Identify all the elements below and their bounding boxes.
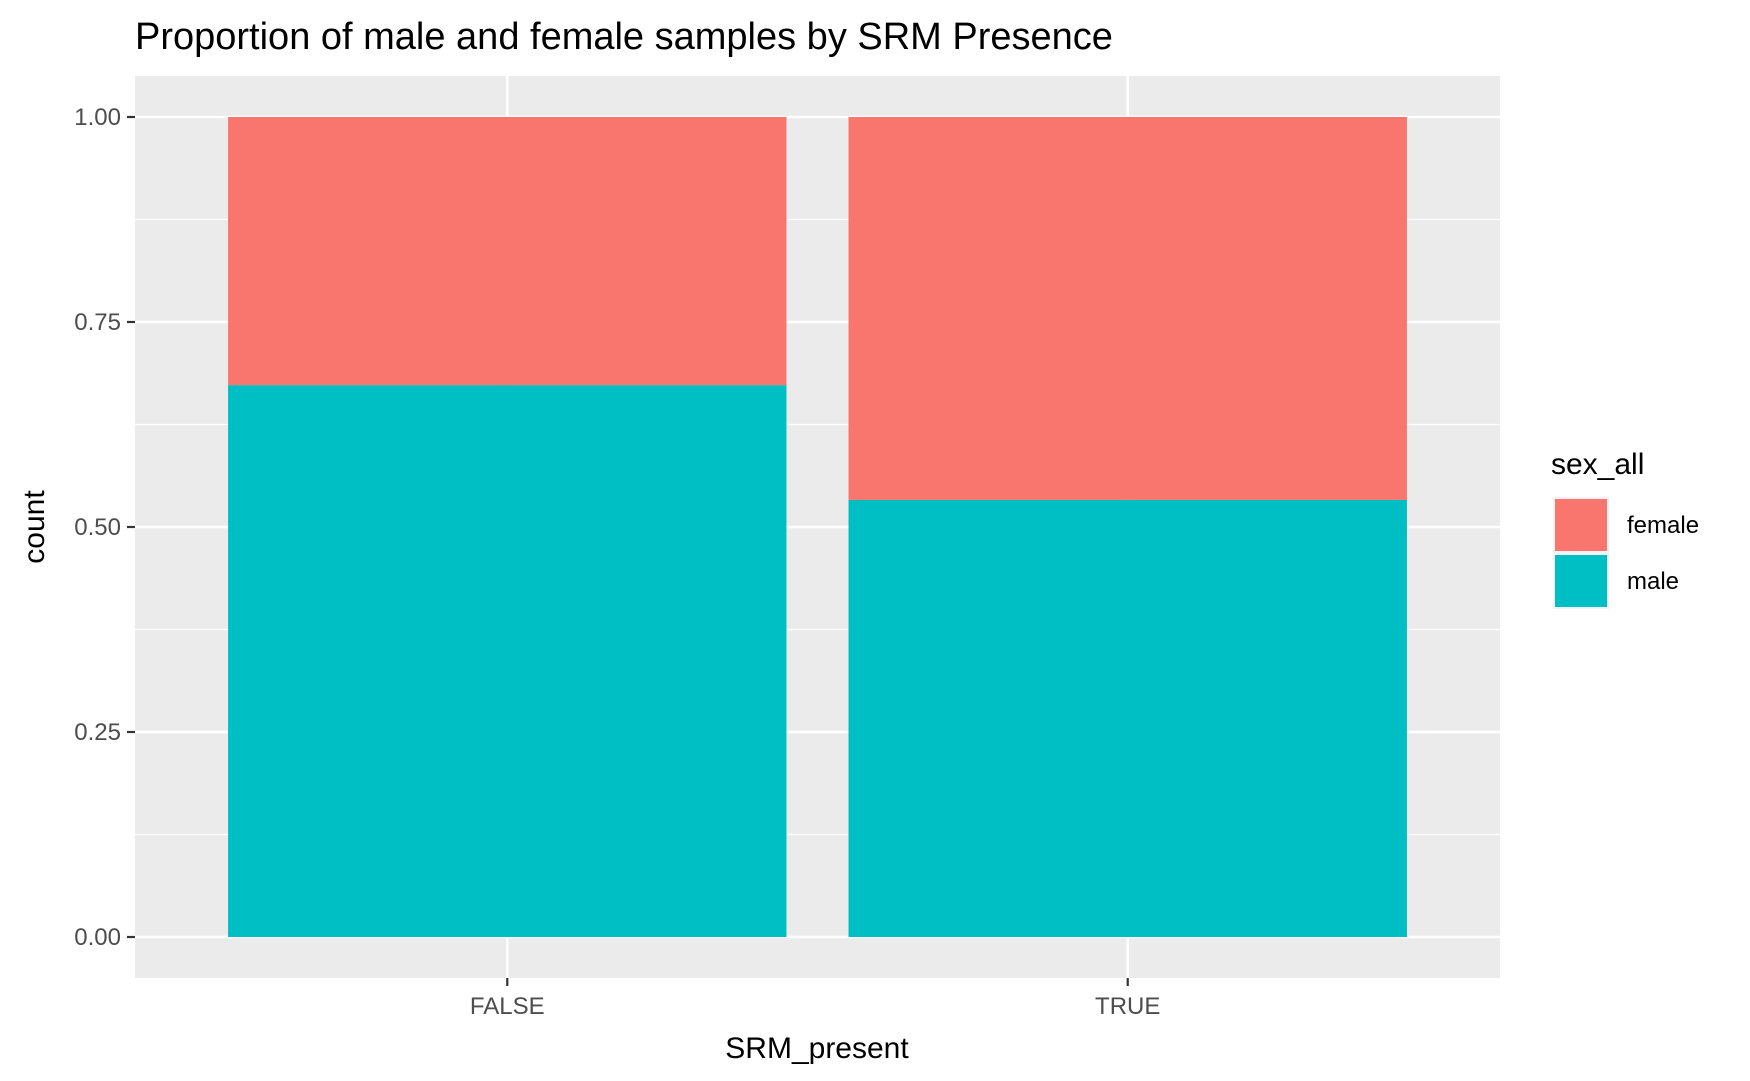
legend-label-male: male [1627,568,1679,595]
x-axis-title: SRM_present [725,1032,909,1065]
x-tick-label: FALSE [470,993,545,1020]
bar-male-false [228,385,787,937]
y-tick-label: 0.25 [74,719,121,746]
chart-title: Proportion of male and female samples by… [135,16,1113,58]
y-tick-label: 0.75 [74,309,121,336]
y-tick-label: 1.00 [74,104,121,131]
legend-label-female: female [1627,512,1699,539]
y-axis-title: count [18,490,51,564]
bar-male-true [848,499,1407,937]
bar-female-false [228,117,787,386]
legend-title: sex_all [1551,448,1644,481]
legend-key-female [1555,499,1607,551]
legend-key-male [1555,555,1607,607]
legend: sex_all female male [1551,448,1699,609]
x-tick-label: TRUE [1095,993,1160,1020]
bars [228,117,1407,937]
y-tick-label: 0.00 [74,924,121,951]
y-tick-label: 0.50 [74,514,121,541]
x-axis: FALSE TRUE [470,978,1160,1020]
legend-entries: female male [1553,497,1699,609]
bar-female-true [848,117,1407,500]
y-axis: 0.00 0.25 0.50 0.75 1.00 [74,104,135,951]
